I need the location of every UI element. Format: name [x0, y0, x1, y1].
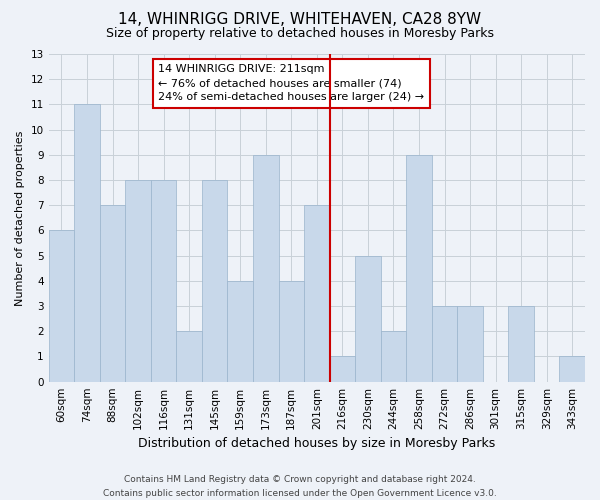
Bar — [227, 281, 253, 382]
Bar — [253, 155, 278, 382]
Bar — [176, 332, 202, 382]
Bar — [278, 281, 304, 382]
Bar — [151, 180, 176, 382]
Bar — [355, 256, 380, 382]
Text: Size of property relative to detached houses in Moresby Parks: Size of property relative to detached ho… — [106, 28, 494, 40]
Bar — [304, 205, 329, 382]
Y-axis label: Number of detached properties: Number of detached properties — [15, 130, 25, 306]
Text: 14, WHINRIGG DRIVE, WHITEHAVEN, CA28 8YW: 14, WHINRIGG DRIVE, WHITEHAVEN, CA28 8YW — [118, 12, 482, 28]
Bar — [49, 230, 74, 382]
Bar — [74, 104, 100, 382]
Bar — [559, 356, 585, 382]
Bar — [457, 306, 483, 382]
Bar — [100, 205, 125, 382]
Text: Contains HM Land Registry data © Crown copyright and database right 2024.
Contai: Contains HM Land Registry data © Crown c… — [103, 476, 497, 498]
Bar — [202, 180, 227, 382]
Bar — [406, 155, 432, 382]
X-axis label: Distribution of detached houses by size in Moresby Parks: Distribution of detached houses by size … — [138, 437, 496, 450]
Bar — [508, 306, 534, 382]
Bar — [329, 356, 355, 382]
Bar — [125, 180, 151, 382]
Bar — [432, 306, 457, 382]
Bar — [380, 332, 406, 382]
Text: 14 WHINRIGG DRIVE: 211sqm
← 76% of detached houses are smaller (74)
24% of semi-: 14 WHINRIGG DRIVE: 211sqm ← 76% of detac… — [158, 64, 425, 102]
